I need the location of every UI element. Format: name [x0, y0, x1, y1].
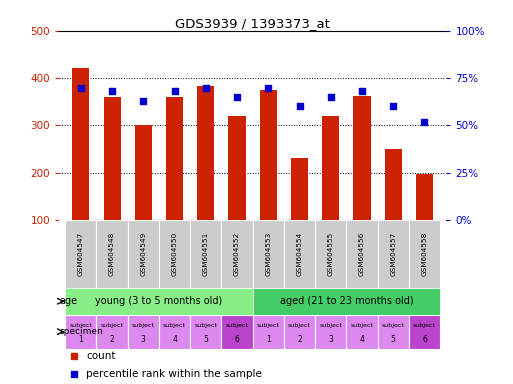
Text: 1: 1 — [266, 334, 271, 344]
Bar — [253, 220, 284, 288]
Text: 6: 6 — [234, 334, 240, 344]
Text: subject: subject — [413, 323, 436, 328]
Point — [202, 84, 210, 91]
Bar — [253, 288, 440, 315]
Bar — [409, 220, 440, 288]
Bar — [96, 315, 128, 349]
Bar — [72, 68, 89, 220]
Point — [389, 103, 397, 109]
Text: GSM604554: GSM604554 — [297, 232, 303, 276]
Text: 3: 3 — [141, 334, 146, 344]
Text: GSM604553: GSM604553 — [265, 232, 271, 276]
Text: specimen: specimen — [60, 327, 104, 336]
Bar — [284, 220, 315, 288]
Bar — [253, 315, 284, 349]
Point — [108, 88, 116, 94]
Text: GSM604548: GSM604548 — [109, 232, 115, 276]
Text: 4: 4 — [360, 334, 364, 344]
Text: 4: 4 — [172, 334, 177, 344]
Bar — [322, 116, 339, 220]
Bar — [346, 315, 378, 349]
Bar — [135, 126, 152, 220]
Point — [170, 88, 179, 94]
Bar — [378, 315, 409, 349]
Bar — [291, 157, 308, 220]
Text: GSM604558: GSM604558 — [422, 232, 427, 276]
Text: GSM604557: GSM604557 — [390, 232, 396, 276]
Text: subject: subject — [69, 323, 92, 328]
Text: 2: 2 — [297, 334, 302, 344]
Bar — [284, 315, 315, 349]
Text: age: age — [60, 296, 78, 306]
Text: subject: subject — [319, 323, 342, 328]
Bar — [159, 220, 190, 288]
Bar — [197, 86, 214, 220]
Point — [358, 88, 366, 94]
Text: 3: 3 — [328, 334, 333, 344]
Bar — [378, 220, 409, 288]
Text: 5: 5 — [391, 334, 396, 344]
Bar — [346, 220, 378, 288]
Text: percentile rank within the sample: percentile rank within the sample — [86, 369, 262, 379]
Text: subject: subject — [132, 323, 155, 328]
Text: subject: subject — [163, 323, 186, 328]
Bar — [228, 116, 246, 220]
Text: 1: 1 — [78, 334, 83, 344]
Title: GDS3939 / 1393373_at: GDS3939 / 1393373_at — [175, 17, 330, 30]
Point — [139, 98, 147, 104]
Bar — [315, 315, 346, 349]
Bar — [96, 220, 128, 288]
Text: subject: subject — [257, 323, 280, 328]
Point — [327, 94, 335, 100]
Bar — [190, 315, 222, 349]
Text: GSM604547: GSM604547 — [78, 232, 84, 276]
Bar — [166, 97, 183, 220]
Point — [233, 94, 241, 100]
Bar — [128, 220, 159, 288]
Text: subject: subject — [288, 323, 311, 328]
Text: subject: subject — [382, 323, 405, 328]
Bar — [190, 220, 222, 288]
Bar — [65, 288, 253, 315]
Point — [420, 119, 428, 125]
Bar — [385, 149, 402, 220]
Bar — [353, 96, 370, 220]
Text: subject: subject — [194, 323, 217, 328]
Text: GSM604551: GSM604551 — [203, 232, 209, 276]
Point — [295, 103, 304, 109]
Bar — [409, 315, 440, 349]
Text: aged (21 to 23 months old): aged (21 to 23 months old) — [280, 296, 413, 306]
Point — [77, 84, 85, 91]
Point — [264, 84, 272, 91]
Text: 2: 2 — [110, 334, 114, 344]
Bar — [260, 90, 277, 220]
Text: GSM604550: GSM604550 — [171, 232, 177, 276]
Text: young (3 to 5 months old): young (3 to 5 months old) — [95, 296, 223, 306]
Text: 6: 6 — [422, 334, 427, 344]
Bar — [315, 220, 346, 288]
Text: subject: subject — [350, 323, 373, 328]
Bar — [128, 315, 159, 349]
Text: subject: subject — [226, 323, 248, 328]
Bar — [159, 315, 190, 349]
Bar — [222, 315, 253, 349]
Text: subject: subject — [101, 323, 124, 328]
Text: GSM604552: GSM604552 — [234, 232, 240, 276]
Bar — [416, 174, 433, 220]
Text: GSM604549: GSM604549 — [141, 232, 146, 276]
Bar — [104, 97, 121, 220]
Bar — [222, 220, 253, 288]
Text: count: count — [86, 351, 115, 361]
Bar — [65, 315, 96, 349]
Text: GSM604556: GSM604556 — [359, 232, 365, 276]
Text: 5: 5 — [203, 334, 208, 344]
Text: GSM604555: GSM604555 — [328, 232, 334, 276]
Bar — [65, 220, 96, 288]
